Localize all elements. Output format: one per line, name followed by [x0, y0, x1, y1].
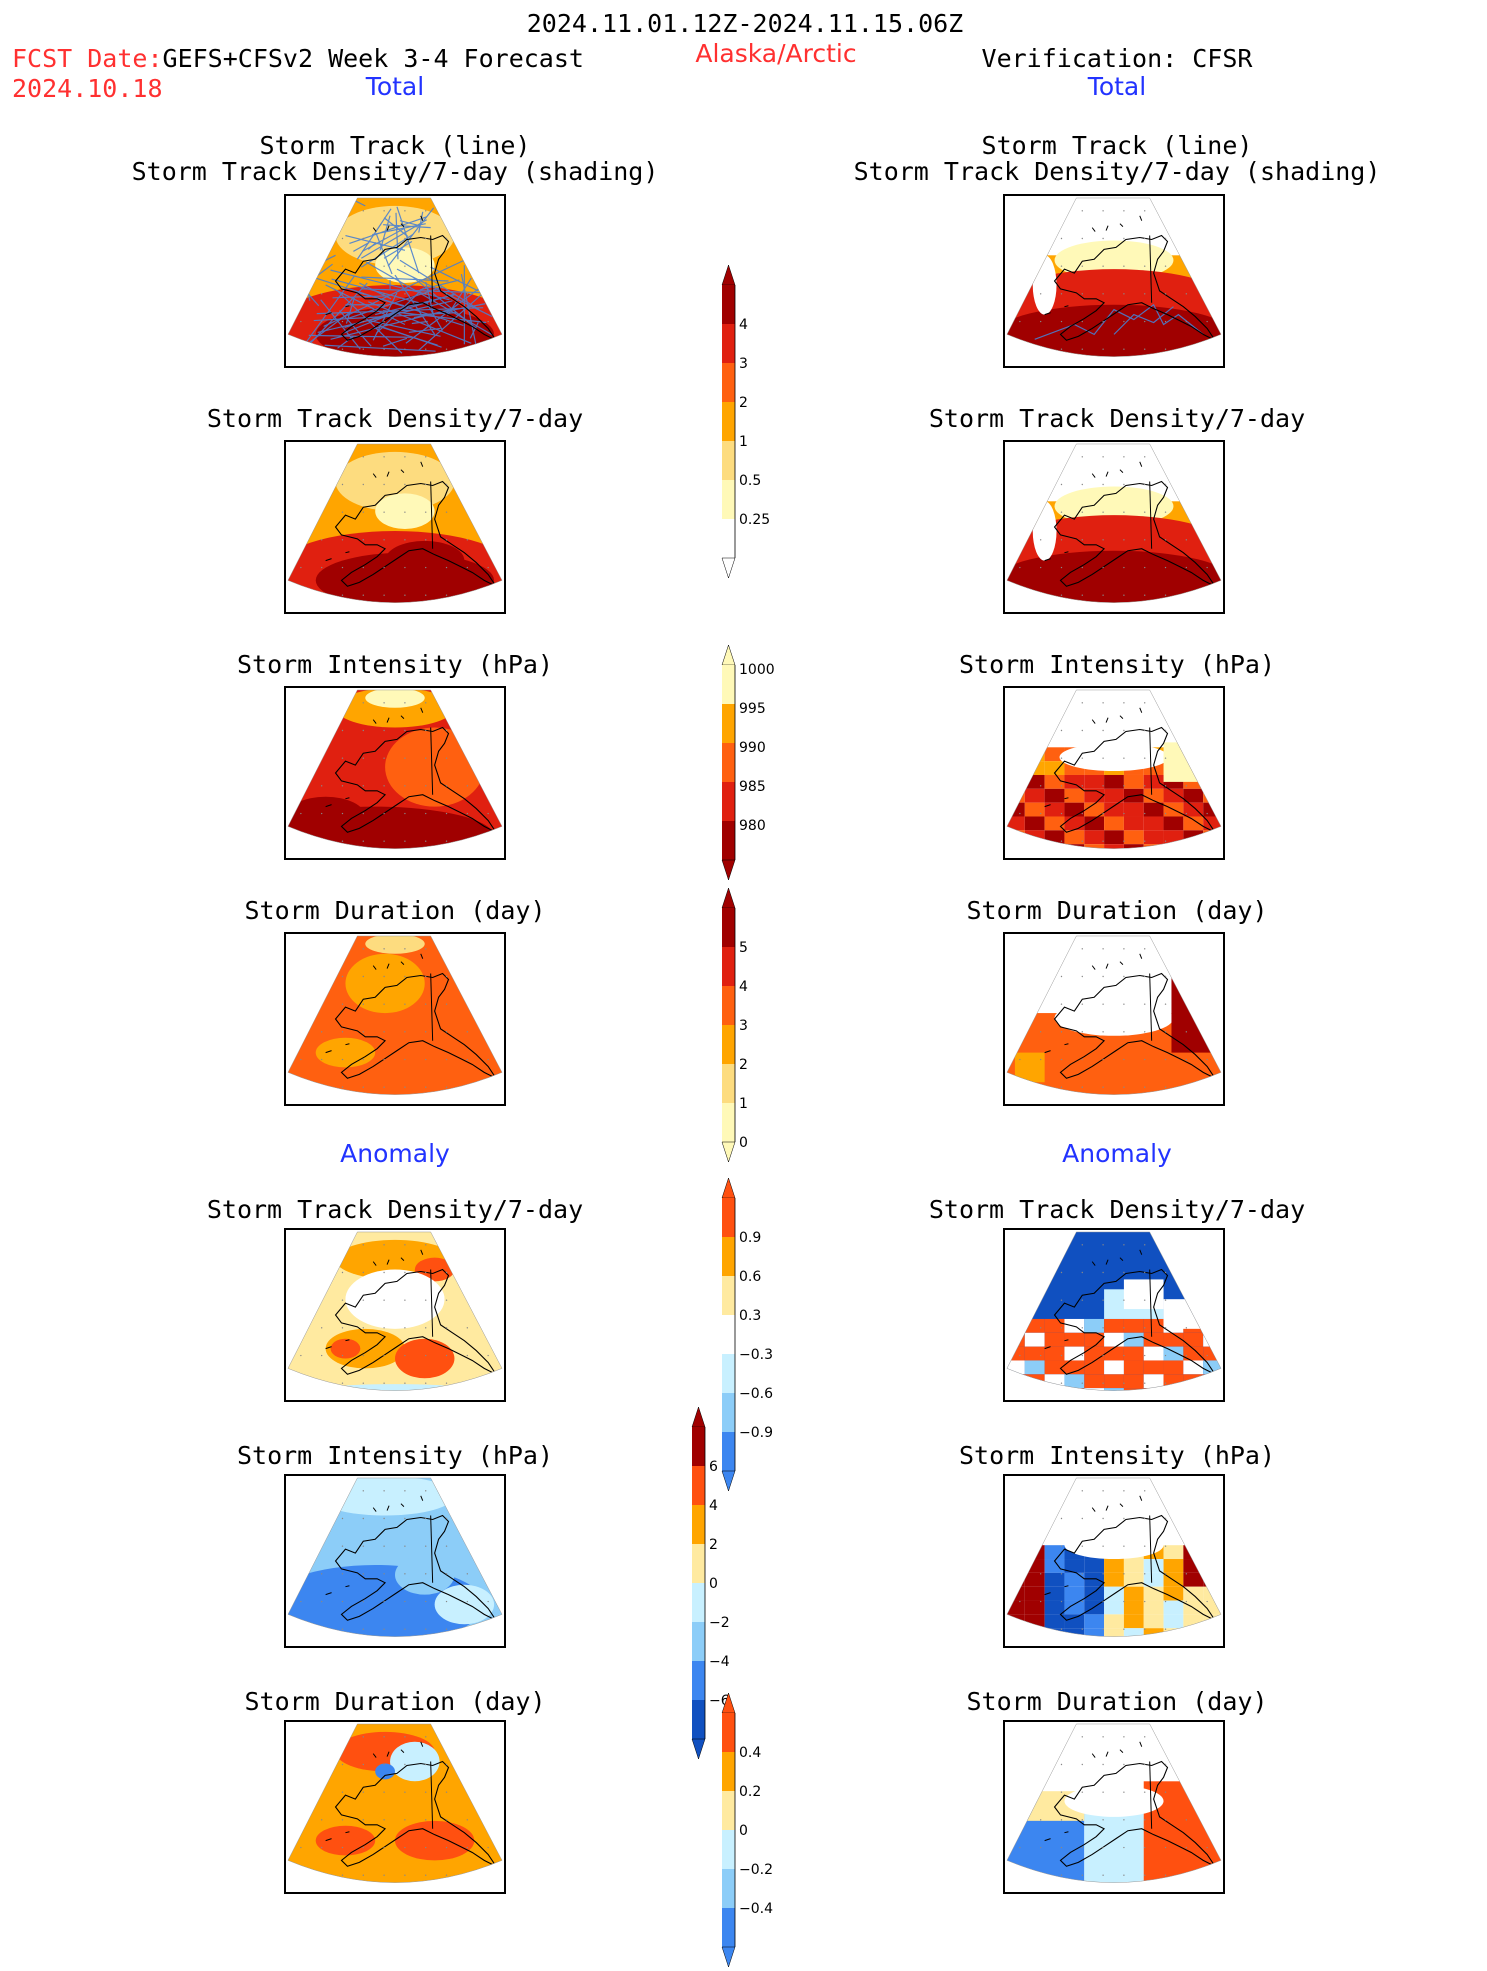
right-anom-density-title: Storm Track Density/7-day — [928, 1195, 1306, 1224]
colorbar-tick-label: 6 — [709, 1459, 718, 1475]
fcst-date-label: FCST Date:GEFS+CFSv2 Week 3-4 Forecast — [12, 45, 584, 73]
colorbar-tick-label: 5 — [739, 940, 748, 956]
map-left-intensity — [284, 686, 506, 860]
left-total-heading: Total — [365, 72, 425, 101]
left-anom-density-title: Storm Track Density/7-day — [206, 1195, 584, 1224]
map-left-track — [284, 194, 506, 368]
right-track-line-title: Storm Track (line) — [981, 131, 1253, 160]
colorbar-tick-label: 1 — [739, 434, 748, 450]
colorbar-tick-label: −2 — [709, 1615, 730, 1631]
map-right-duration — [1003, 932, 1225, 1106]
fcst-prefix: FCST Date: — [12, 44, 163, 73]
colorbar-tick-label: 0 — [739, 1823, 748, 1839]
colorbar-tick-label: 0.9 — [739, 1230, 761, 1246]
colorbar-tick-label: 985 — [739, 779, 766, 795]
colorbar-tick-label: −0.9 — [739, 1425, 773, 1441]
colorbar-tick-label: −4 — [709, 1654, 730, 1670]
colorbar-tick-label: 1000 — [739, 662, 775, 678]
colorbar-density-anom: 0.9 0.6 0.3 −0.3 −0.6 −0.9 — [721, 1177, 782, 1495]
left-intensity-title: Storm Intensity (hPa) — [236, 650, 554, 679]
left-density-title: Storm Track Density/7-day — [206, 404, 584, 433]
right-total-heading: Total — [1087, 72, 1147, 101]
left-anom-duration-title: Storm Duration (day) — [244, 1687, 546, 1716]
right-duration-title: Storm Duration (day) — [966, 896, 1268, 925]
map-left-density — [284, 440, 506, 614]
colorbar-tick-label: −0.6 — [739, 1386, 773, 1402]
colorbar-tick-label: 2 — [739, 1057, 748, 1073]
map-right-anom-duration — [1003, 1720, 1225, 1894]
left-track-shading-title: Storm Track Density/7-day (shading) — [131, 157, 659, 186]
colorbar-tick-label: −0.3 — [739, 1347, 773, 1363]
map-right-intensity — [1003, 686, 1225, 860]
map-right-anom-density — [1003, 1228, 1225, 1402]
colorbar-tick-label: 0.4 — [739, 1745, 761, 1761]
right-intensity-title: Storm Intensity (hPa) — [958, 650, 1276, 679]
colorbar-duration-total: 5 4 3 2 1 0 — [721, 887, 782, 1166]
colorbar-tick-label: 0.6 — [739, 1269, 761, 1285]
map-left-anom-duration — [284, 1720, 506, 1894]
forecast-period: 2024.11.01.12Z-2024.11.15.06Z — [526, 9, 964, 38]
colorbar-tick-label: 0 — [739, 1135, 748, 1151]
colorbar-density-total: 4 3 2 1 0.5 0.25 — [721, 264, 782, 582]
left-duration-title: Storm Duration (day) — [244, 896, 546, 925]
colorbar-intensity-anom: 6 4 2 0 −2 −4 −6 — [691, 1406, 752, 1763]
map-right-track — [1003, 194, 1225, 368]
map-left-anom-density — [284, 1228, 506, 1402]
colorbar-tick-label: 0.3 — [739, 1308, 761, 1324]
right-anomaly-heading: Anomaly — [1062, 1139, 1172, 1168]
left-track-line-title: Storm Track (line) — [259, 131, 531, 160]
right-anom-duration-title: Storm Duration (day) — [966, 1687, 1268, 1716]
verification-label: Verification: CFSR — [981, 44, 1253, 73]
colorbar-tick-label: 2 — [709, 1537, 718, 1553]
colorbar-tick-label: −0.2 — [739, 1862, 773, 1878]
colorbar-tick-label: 0.25 — [739, 512, 770, 528]
colorbar-tick-label: 4 — [739, 979, 748, 995]
colorbar-tick-label: 0 — [709, 1576, 718, 1592]
colorbar-tick-label: 3 — [739, 356, 748, 372]
colorbar-tick-label: 980 — [739, 818, 766, 834]
map-right-anom-intensity — [1003, 1474, 1225, 1648]
left-anom-intensity-title: Storm Intensity (hPa) — [236, 1441, 554, 1470]
left-anomaly-heading: Anomaly — [340, 1139, 450, 1168]
colorbar-tick-label: −0.4 — [739, 1901, 773, 1917]
right-track-shading-title: Storm Track Density/7-day (shading) — [853, 157, 1381, 186]
right-anom-intensity-title: Storm Intensity (hPa) — [958, 1441, 1276, 1470]
fcst-date: 2024.10.18 — [12, 74, 163, 103]
map-right-density — [1003, 440, 1225, 614]
colorbar-tick-label: 995 — [739, 701, 766, 717]
colorbar-intensity-total: 1000 995 990 985 980 — [721, 644, 782, 884]
map-left-duration — [284, 932, 506, 1106]
map-left-anom-intensity — [284, 1474, 506, 1648]
region-title: Alaska/Arctic — [695, 39, 857, 68]
fcst-model: GEFS+CFSv2 Week 3-4 Forecast — [162, 44, 584, 73]
colorbar-tick-label: 4 — [739, 317, 748, 333]
colorbar-tick-label: 0.2 — [739, 1784, 761, 1800]
colorbar-duration-anom: 0.4 0.2 0 −0.2 −0.4 — [721, 1692, 782, 1971]
colorbar-tick-label: 3 — [739, 1018, 748, 1034]
colorbar-tick-label: 2 — [739, 395, 748, 411]
colorbar-tick-label: 0.5 — [739, 473, 761, 489]
right-density-title: Storm Track Density/7-day — [928, 404, 1306, 433]
colorbar-tick-label: 990 — [739, 740, 766, 756]
colorbar-tick-label: 4 — [709, 1498, 718, 1514]
colorbar-tick-label: 1 — [739, 1096, 748, 1112]
